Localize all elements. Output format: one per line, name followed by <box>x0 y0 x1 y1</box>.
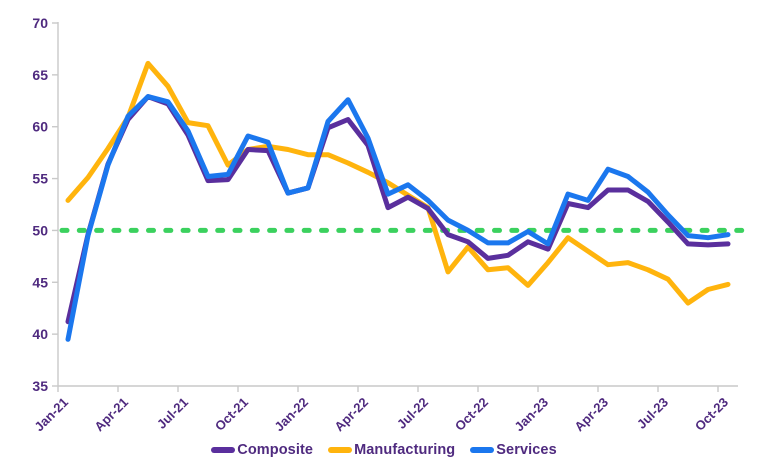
x-axis-label: Oct-23 <box>692 395 731 434</box>
x-axis-label: Jan-23 <box>511 395 551 435</box>
axes <box>52 22 738 392</box>
x-axis-label: Apr-21 <box>91 395 131 435</box>
x-axis-label: Jan-21 <box>31 395 71 435</box>
series-line-composite <box>65 94 731 325</box>
series-line-services <box>65 94 731 342</box>
x-axis-label: Jul-23 <box>634 395 671 432</box>
x-axis-label: Apr-22 <box>331 395 371 435</box>
x-axis-label: Oct-21 <box>212 395 251 434</box>
x-axis-label: Jul-21 <box>154 395 191 432</box>
chart-legend: Composite Manufacturing Services <box>0 442 768 458</box>
x-axis-label: Apr-23 <box>571 395 611 435</box>
x-axis-label: Jul-22 <box>394 395 431 432</box>
legend-swatch-manufacturing <box>328 447 353 453</box>
legend-label-composite: Composite <box>237 442 314 458</box>
y-axis-label: 60 <box>32 119 48 135</box>
legend-item-composite: Composite <box>211 442 313 458</box>
y-axis-label: 55 <box>32 171 48 187</box>
x-axis-label: Jan-22 <box>271 395 311 435</box>
axis-labels: 35 40 45 50 55 60 65 70 Jan-21 Apr-21 Jul-21 Oct-21… <box>31 15 731 434</box>
legend-item-manufacturing: Manufacturing <box>328 442 455 458</box>
y-axis-label: 40 <box>32 326 48 342</box>
data-series <box>65 60 731 342</box>
y-axis-label: 70 <box>32 15 48 31</box>
legend-label-services: Services <box>496 442 557 458</box>
legend-label-manufacturing: Manufacturing <box>354 442 456 458</box>
legend-item-services: Services <box>470 442 557 458</box>
y-axis-label: 50 <box>32 222 48 238</box>
x-axis-label: Oct-22 <box>452 395 491 434</box>
legend-swatch-services <box>470 447 495 453</box>
y-axis-label: 65 <box>32 67 48 83</box>
y-axis-label: 45 <box>32 274 48 290</box>
y-axis-label: 35 <box>32 378 48 394</box>
legend-swatch-composite <box>211 447 236 453</box>
